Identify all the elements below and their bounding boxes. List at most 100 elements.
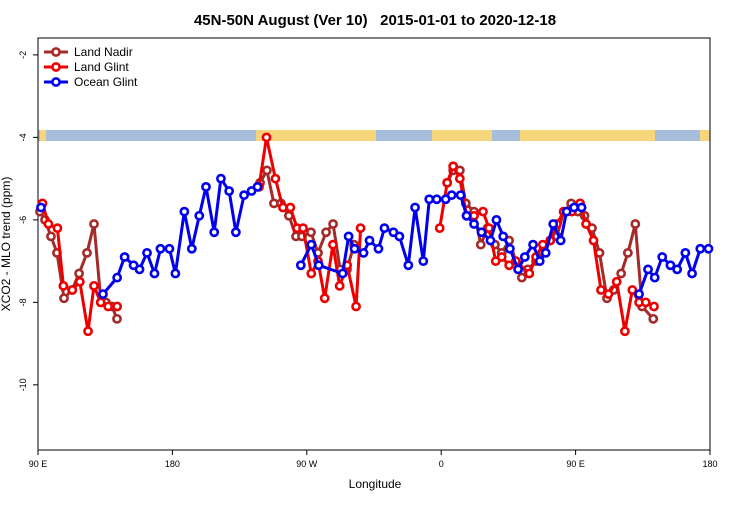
point: [112, 313, 122, 324]
point: [355, 223, 366, 234]
point: [687, 268, 697, 279]
point: [703, 243, 714, 254]
point: [454, 173, 465, 184]
point: [59, 293, 69, 304]
point: [295, 260, 306, 271]
point: [36, 202, 46, 213]
point: [343, 231, 354, 242]
point: [230, 227, 241, 238]
y-tick-label: -6: [18, 216, 28, 224]
x-tick-label: 90 W: [296, 459, 318, 469]
point: [179, 206, 190, 217]
point: [216, 173, 226, 184]
point: [524, 268, 535, 279]
point: [657, 252, 668, 262]
point: [239, 190, 249, 201]
point: [270, 173, 281, 184]
x-axis-label: Longitude: [349, 477, 402, 491]
point: [58, 280, 69, 291]
point: [52, 223, 63, 234]
point: [89, 219, 99, 229]
point: [548, 219, 559, 229]
point: [224, 186, 235, 196]
legend-label: Land Glint: [74, 60, 129, 74]
point: [672, 264, 683, 275]
point: [358, 247, 369, 258]
point: [319, 293, 330, 304]
point: [649, 272, 660, 283]
point: [103, 301, 114, 312]
point: [469, 219, 479, 229]
legend-item: Land Nadir: [44, 45, 133, 59]
point: [643, 264, 653, 275]
point: [448, 161, 459, 172]
point: [209, 227, 220, 238]
x-tick-label: 0: [439, 459, 444, 469]
point: [74, 268, 84, 279]
y-tick-label: -4: [18, 133, 28, 141]
point: [83, 326, 93, 337]
legend-item: Land Glint: [44, 60, 129, 74]
point: [446, 190, 457, 201]
point: [581, 219, 591, 229]
legend-marker: [51, 62, 61, 72]
point: [334, 280, 345, 291]
point: [306, 227, 316, 238]
point: [491, 214, 502, 225]
point: [394, 231, 405, 242]
point: [603, 289, 614, 300]
point: [442, 177, 453, 188]
point: [648, 313, 659, 324]
point: [194, 210, 205, 221]
legend-item: Ocean Glint: [44, 75, 138, 89]
point: [630, 219, 641, 229]
point: [622, 247, 633, 258]
point: [619, 326, 630, 337]
point: [285, 202, 296, 213]
point: [484, 223, 494, 234]
map-land: [700, 130, 710, 141]
point: [455, 190, 466, 201]
point: [611, 276, 622, 287]
point: [649, 301, 659, 312]
point: [364, 235, 375, 246]
point: [665, 260, 676, 271]
point: [149, 268, 160, 279]
chart-title: 45N-50N August (Ver 10) 2015-01-01 to 20…: [194, 12, 556, 29]
map-strip: [38, 130, 710, 141]
point: [469, 210, 479, 221]
point: [170, 268, 181, 279]
x-tick-label: 90 E: [566, 459, 585, 469]
point: [328, 239, 338, 250]
point: [379, 223, 390, 234]
point: [588, 235, 599, 246]
point: [516, 272, 527, 283]
point: [262, 165, 272, 176]
point: [306, 268, 317, 279]
point: [498, 231, 509, 242]
point: [252, 181, 263, 192]
point: [306, 239, 317, 250]
x-tick-label: 180: [702, 459, 717, 469]
point: [89, 280, 99, 291]
point: [537, 239, 548, 250]
point: [95, 297, 106, 308]
map-land: [40, 130, 46, 141]
point: [461, 210, 472, 221]
map-land: [520, 130, 655, 141]
point: [528, 239, 538, 250]
point: [67, 285, 78, 295]
point: [680, 247, 691, 258]
point: [134, 264, 145, 275]
point: [496, 252, 507, 262]
x-tick-label: 180: [165, 459, 180, 469]
point: [519, 252, 530, 262]
y-tick-label: -10: [18, 378, 28, 391]
point: [561, 206, 572, 217]
map-land: [432, 130, 492, 141]
point: [351, 301, 361, 312]
point: [112, 301, 123, 312]
point: [337, 268, 348, 279]
point: [534, 256, 545, 267]
point: [313, 260, 324, 271]
